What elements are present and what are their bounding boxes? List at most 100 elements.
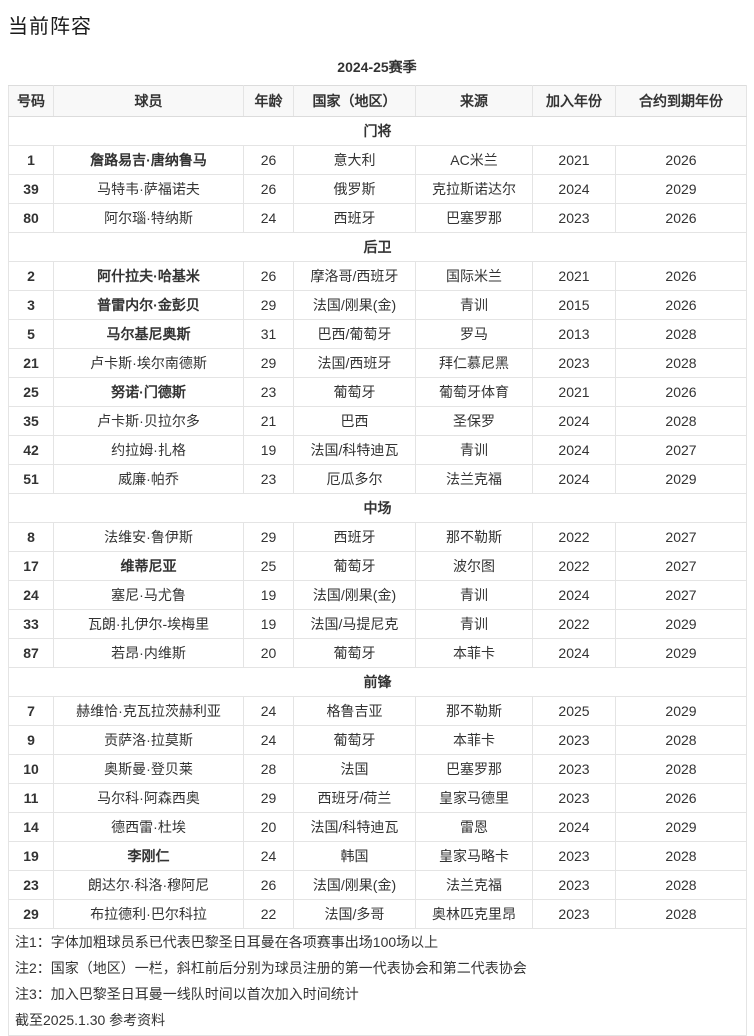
cell-player-name: 努诺·门德斯 — [53, 377, 244, 407]
cell-origin-club: 巴塞罗那 — [415, 754, 533, 784]
section-label: 门将 — [8, 116, 747, 146]
player-row: 87 若昂·内维斯 20 葡萄牙 本菲卡 2024 2029 — [8, 638, 747, 668]
cell-contract-expiry: 2028 — [615, 725, 747, 755]
section-row: 前锋 — [8, 667, 747, 697]
cell-number: 7 — [8, 696, 54, 726]
cell-age: 28 — [243, 754, 294, 784]
cell-number: 39 — [8, 174, 54, 204]
cell-age: 25 — [243, 551, 294, 581]
cell-nation: 法国/刚果(金) — [293, 870, 416, 900]
cell-number: 87 — [8, 638, 54, 668]
cell-nation: 俄罗斯 — [293, 174, 416, 204]
cell-origin-club: 圣保罗 — [415, 406, 533, 436]
cell-nation: 葡萄牙 — [293, 725, 416, 755]
cell-contract-expiry: 2029 — [615, 812, 747, 842]
column-header-4: 来源 — [415, 85, 533, 117]
cell-age: 31 — [243, 319, 294, 349]
cell-age: 19 — [243, 580, 294, 610]
cell-nation: 法国/刚果(金) — [293, 290, 416, 320]
cell-origin-club: 皇家马德里 — [415, 783, 533, 813]
cell-age: 29 — [243, 522, 294, 552]
cell-join-year: 2024 — [532, 812, 616, 842]
cell-contract-expiry: 2028 — [615, 754, 747, 784]
player-row: 25 努诺·门德斯 23 葡萄牙 葡萄牙体育 2021 2026 — [8, 377, 747, 407]
cell-origin-club: 青训 — [415, 435, 533, 465]
cell-age: 24 — [243, 725, 294, 755]
cell-origin-club: 青训 — [415, 580, 533, 610]
cell-age: 23 — [243, 377, 294, 407]
cell-origin-club: 法兰克福 — [415, 464, 533, 494]
table-header: 号码 球员 年龄 国家（地区） 来源 加入年份 合约到期年份 — [8, 85, 747, 117]
cell-join-year: 2025 — [532, 696, 616, 726]
cell-nation: 葡萄牙 — [293, 551, 416, 581]
cell-contract-expiry: 2028 — [615, 348, 747, 378]
cell-number: 24 — [8, 580, 54, 610]
cell-age: 24 — [243, 203, 294, 233]
cell-player-name: 赫维恰·克瓦拉茨赫利亚 — [53, 696, 244, 726]
player-row: 2 阿什拉夫·哈基米 26 摩洛哥/西班牙 国际米兰 2021 2026 — [8, 261, 747, 291]
cell-player-name: 马特韦·萨福诺夫 — [53, 174, 244, 204]
cell-join-year: 2022 — [532, 522, 616, 552]
cell-player-name: 李刚仁 — [53, 841, 244, 871]
cell-join-year: 2024 — [532, 580, 616, 610]
cell-nation: 格鲁吉亚 — [293, 696, 416, 726]
cell-number: 42 — [8, 435, 54, 465]
player-row: 19 李刚仁 24 韩国 皇家马略卡 2023 2028 — [8, 841, 747, 871]
cell-age: 21 — [243, 406, 294, 436]
cell-player-name: 若昂·内维斯 — [53, 638, 244, 668]
cell-nation: 巴西 — [293, 406, 416, 436]
column-header-3: 国家（地区） — [293, 85, 416, 117]
cell-contract-expiry: 2029 — [615, 696, 747, 726]
cell-number: 11 — [8, 783, 54, 813]
cell-origin-club: 克拉斯诺达尔 — [415, 174, 533, 204]
cell-age: 29 — [243, 290, 294, 320]
player-row: 17 维蒂尼亚 25 葡萄牙 波尔图 2022 2027 — [8, 551, 747, 581]
cell-contract-expiry: 2026 — [615, 377, 747, 407]
cell-origin-club: 青训 — [415, 609, 533, 639]
column-header-2: 年龄 — [243, 85, 294, 117]
cell-origin-club: 国际米兰 — [415, 261, 533, 291]
cell-number: 80 — [8, 203, 54, 233]
cell-join-year: 2022 — [532, 609, 616, 639]
cell-number: 33 — [8, 609, 54, 639]
cell-player-name: 贡萨洛·拉莫斯 — [53, 725, 244, 755]
cell-number: 3 — [8, 290, 54, 320]
cell-join-year: 2021 — [532, 261, 616, 291]
section-row: 中场 — [8, 493, 747, 523]
section-row: 后卫 — [8, 232, 747, 262]
column-header-6: 合约到期年份 — [615, 85, 747, 117]
cell-number: 35 — [8, 406, 54, 436]
cell-contract-expiry: 2028 — [615, 841, 747, 871]
cell-contract-expiry: 2029 — [615, 638, 747, 668]
cell-contract-expiry: 2026 — [615, 783, 747, 813]
cell-age: 20 — [243, 812, 294, 842]
cell-age: 24 — [243, 841, 294, 871]
cell-age: 29 — [243, 348, 294, 378]
note-text: 注1：字体加粗球员系已代表巴黎圣日耳曼在各项赛事出场100场以上 — [8, 928, 747, 955]
cell-contract-expiry: 2029 — [615, 609, 747, 639]
cell-number: 10 — [8, 754, 54, 784]
cell-player-name: 卢卡斯·贝拉尔多 — [53, 406, 244, 436]
section-label: 后卫 — [8, 232, 747, 262]
cell-join-year: 2013 — [532, 319, 616, 349]
cell-player-name: 朗达尔·科洛·穆阿尼 — [53, 870, 244, 900]
section-label: 中场 — [8, 493, 747, 523]
player-row: 35 卢卡斯·贝拉尔多 21 巴西 圣保罗 2024 2028 — [8, 406, 747, 436]
cell-age: 20 — [243, 638, 294, 668]
cell-age: 29 — [243, 783, 294, 813]
cell-join-year: 2023 — [532, 841, 616, 871]
cell-nation: 西班牙 — [293, 203, 416, 233]
cell-player-name: 卢卡斯·埃尔南德斯 — [53, 348, 244, 378]
column-header-1: 球员 — [53, 85, 244, 117]
cell-join-year: 2024 — [532, 406, 616, 436]
cell-age: 19 — [243, 609, 294, 639]
cell-number: 29 — [8, 899, 54, 929]
player-row: 8 法维安·鲁伊斯 29 西班牙 那不勒斯 2022 2027 — [8, 522, 747, 552]
cell-origin-club: 法兰克福 — [415, 870, 533, 900]
cell-player-name: 瓦朗·扎伊尔-埃梅里 — [53, 609, 244, 639]
cell-join-year: 2021 — [532, 145, 616, 175]
player-row: 42 约拉姆·扎格 19 法国/科特迪瓦 青训 2024 2027 — [8, 435, 747, 465]
cell-origin-club: 那不勒斯 — [415, 522, 533, 552]
cell-nation: 法国 — [293, 754, 416, 784]
player-row: 9 贡萨洛·拉莫斯 24 葡萄牙 本菲卡 2023 2028 — [8, 725, 747, 755]
